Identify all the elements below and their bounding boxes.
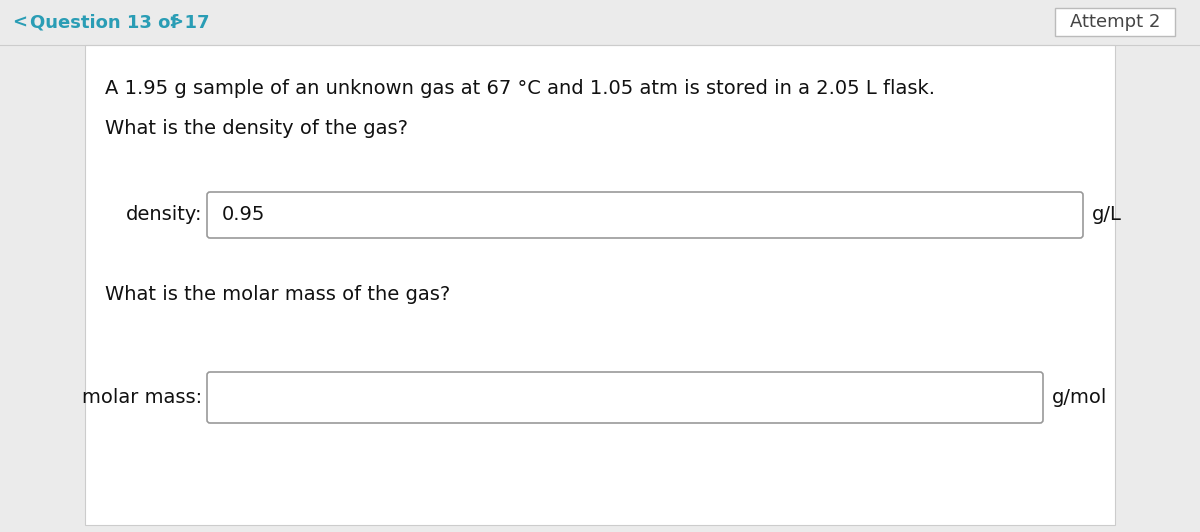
Bar <box>1055 8 1175 36</box>
Text: Attempt 2: Attempt 2 <box>1070 13 1160 31</box>
FancyBboxPatch shape <box>208 192 1084 238</box>
Text: A 1.95 g sample of an unknown gas at 67 °C and 1.05 atm is stored in a 2.05 L fl: A 1.95 g sample of an unknown gas at 67 … <box>106 79 935 97</box>
Text: <: < <box>12 13 28 31</box>
Bar <box>85 45 1115 525</box>
Text: >: > <box>168 13 182 31</box>
Text: What is the molar mass of the gas?: What is the molar mass of the gas? <box>106 286 450 304</box>
FancyBboxPatch shape <box>208 372 1043 423</box>
Text: g/mol: g/mol <box>1052 388 1108 407</box>
Text: Question 13 of 17: Question 13 of 17 <box>30 13 210 31</box>
Text: g/L: g/L <box>1092 205 1122 225</box>
Text: 0.95: 0.95 <box>222 205 265 225</box>
Text: What is the density of the gas?: What is the density of the gas? <box>106 119 408 137</box>
Bar <box>0 0 1200 45</box>
Text: molar mass:: molar mass: <box>82 388 202 407</box>
Text: density:: density: <box>126 205 202 225</box>
